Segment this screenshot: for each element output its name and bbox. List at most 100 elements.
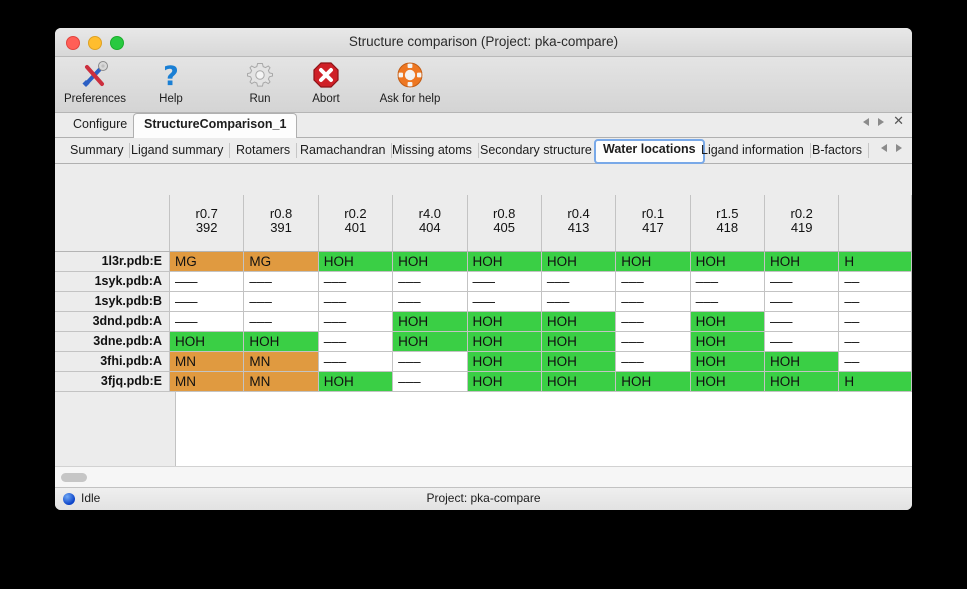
table-cell[interactable]: HOH bbox=[467, 331, 542, 352]
table-cell[interactable]: –– bbox=[838, 351, 912, 372]
tab-configure[interactable]: Configure bbox=[63, 113, 137, 136]
table-cell[interactable]: H bbox=[838, 371, 912, 392]
table-cell[interactable]: ––– bbox=[615, 311, 691, 332]
table-cell[interactable]: –– bbox=[838, 271, 912, 292]
column-header[interactable]: r4.0 404 bbox=[392, 195, 468, 252]
table-cell[interactable]: HOH bbox=[690, 331, 766, 352]
table-cell[interactable]: HOH bbox=[764, 351, 840, 372]
column-header[interactable]: r0.4 413 bbox=[541, 195, 617, 252]
table-cell[interactable]: HOH bbox=[467, 251, 542, 272]
table-cell[interactable]: HOH bbox=[392, 331, 468, 352]
table-row[interactable]: 3dne.pdb:A HOH HOH ––– HOH HOH HOH ––– HOH ––– –– bbox=[55, 331, 912, 352]
table-cell[interactable]: ––– bbox=[764, 331, 840, 352]
table-cell[interactable]: ––– bbox=[467, 291, 542, 312]
table-cell[interactable]: HOH bbox=[690, 371, 766, 392]
run-button[interactable]: Run bbox=[222, 60, 298, 105]
tab-rotamers[interactable]: Rotamers bbox=[229, 141, 298, 160]
table-row[interactable]: 3fhi.pdb:A MN MN ––– ––– HOH HOH ––– HOH HOH –– bbox=[55, 351, 912, 372]
table-cell[interactable]: HOH bbox=[690, 351, 766, 372]
tab-ramachandran[interactable]: Ramachandran bbox=[293, 141, 393, 160]
outer-tab-prev-icon[interactable] bbox=[863, 117, 870, 126]
table-cell[interactable]: ––– bbox=[243, 271, 319, 292]
table-cell[interactable]: ––– bbox=[243, 311, 319, 332]
preferences-button[interactable]: Preferences bbox=[57, 60, 133, 105]
table-cell[interactable]: ––– bbox=[318, 331, 394, 352]
table-cell[interactable]: MN bbox=[243, 371, 319, 392]
row-header-label[interactable]: 3dnd.pdb:A bbox=[55, 311, 170, 332]
row-header-label[interactable]: 1syk.pdb:A bbox=[55, 271, 170, 292]
tab-secondary-structure[interactable]: Secondary structure bbox=[473, 141, 599, 160]
column-header[interactable]: r1.5 418 bbox=[690, 195, 766, 252]
table-cell[interactable]: HOH bbox=[541, 331, 617, 352]
table-cell[interactable]: –– bbox=[838, 291, 912, 312]
maximize-window-button[interactable] bbox=[110, 36, 124, 50]
column-header[interactable]: r0.8 391 bbox=[243, 195, 319, 252]
table-cell[interactable]: MG bbox=[169, 251, 245, 272]
table-cell[interactable]: ––– bbox=[615, 291, 691, 312]
table-cell[interactable]: ––– bbox=[541, 291, 617, 312]
table-cell[interactable]: MN bbox=[169, 371, 245, 392]
close-tab-icon[interactable]: ✕ bbox=[893, 114, 904, 129]
tab-b-factors[interactable]: B-factors bbox=[805, 141, 870, 160]
column-header[interactable]: r0.8 405 bbox=[467, 195, 542, 252]
table-row[interactable]: 1syk.pdb:B ––– ––– ––– ––– ––– ––– ––– ––– ––– –– bbox=[55, 291, 912, 312]
inner-tab-prev-icon[interactable] bbox=[881, 144, 887, 152]
ask-for-help-button[interactable]: Ask for help bbox=[355, 60, 465, 105]
table-cell[interactable]: HOH bbox=[541, 311, 617, 332]
water-locations-table-area[interactable]: r0.7 392 r0.8 391 r0.2 401 r4.0 404 r0.8 405 r0.4 4… bbox=[55, 195, 912, 467]
row-header-label[interactable]: 1l3r.pdb:E bbox=[55, 251, 170, 272]
table-cell[interactable]: HOH bbox=[764, 371, 840, 392]
column-header[interactable]: r0.7 392 bbox=[169, 195, 245, 252]
table-cell[interactable]: ––– bbox=[615, 331, 691, 352]
table-row[interactable]: 1l3r.pdb:E MG MG HOH HOH HOH HOH HOH HOH HOH H bbox=[55, 251, 912, 272]
table-cell[interactable]: ––– bbox=[392, 271, 468, 292]
table-cell[interactable]: ––– bbox=[690, 271, 766, 292]
table-cell[interactable]: HOH bbox=[690, 311, 766, 332]
table-cell[interactable]: ––– bbox=[615, 351, 691, 372]
table-cell[interactable]: HOH bbox=[541, 351, 617, 372]
table-cell[interactable]: ––– bbox=[764, 291, 840, 312]
row-header-label[interactable]: 3fhi.pdb:A bbox=[55, 351, 170, 372]
inner-tab-next-icon[interactable] bbox=[896, 144, 902, 152]
horizontal-scrollbar[interactable] bbox=[55, 466, 912, 488]
table-cell[interactable]: ––– bbox=[764, 271, 840, 292]
table-cell[interactable]: HOH bbox=[318, 251, 394, 272]
minimize-window-button[interactable] bbox=[88, 36, 102, 50]
tab-summary[interactable]: Summary bbox=[63, 141, 131, 160]
table-cell[interactable]: ––– bbox=[318, 311, 394, 332]
table-cell[interactable]: ––– bbox=[690, 291, 766, 312]
column-header[interactable] bbox=[838, 195, 912, 252]
table-cell[interactable]: HOH bbox=[467, 371, 542, 392]
table-cell[interactable]: HOH bbox=[764, 251, 840, 272]
table-cell[interactable]: MG bbox=[243, 251, 319, 272]
table-cell[interactable]: ––– bbox=[169, 271, 245, 292]
row-header-label[interactable]: 1syk.pdb:B bbox=[55, 291, 170, 312]
table-row[interactable]: 1syk.pdb:A ––– ––– ––– ––– ––– ––– ––– ––– ––– –– bbox=[55, 271, 912, 292]
close-window-button[interactable] bbox=[66, 36, 80, 50]
table-cell[interactable]: ––– bbox=[764, 311, 840, 332]
table-cell[interactable]: ––– bbox=[169, 311, 245, 332]
table-cell[interactable]: HOH bbox=[467, 311, 542, 332]
table-cell[interactable]: HOH bbox=[615, 371, 691, 392]
table-cell[interactable]: HOH bbox=[541, 371, 617, 392]
table-cell[interactable]: ––– bbox=[541, 271, 617, 292]
abort-button[interactable]: Abort bbox=[288, 60, 364, 105]
row-header-label[interactable]: 3fjq.pdb:E bbox=[55, 371, 170, 392]
help-button[interactable]: ? Help bbox=[133, 60, 209, 105]
table-cell[interactable]: HOH bbox=[243, 331, 319, 352]
table-cell[interactable]: –– bbox=[838, 331, 912, 352]
table-cell[interactable]: HOH bbox=[541, 251, 617, 272]
tab-missing-atoms[interactable]: Missing atoms bbox=[385, 141, 479, 160]
table-cell[interactable]: ––– bbox=[169, 291, 245, 312]
tab-ligand-summary[interactable]: Ligand summary bbox=[124, 141, 231, 160]
table-row[interactable]: 3dnd.pdb:A ––– ––– ––– HOH HOH HOH ––– HOH ––– –– bbox=[55, 311, 912, 332]
tab-structurecomparison-1[interactable]: StructureComparison_1 bbox=[133, 113, 298, 139]
tab-ligand-information[interactable]: Ligand information bbox=[694, 141, 811, 160]
table-row[interactable]: 3fjq.pdb:E MN MN HOH ––– HOH HOH HOH HOH HOH H bbox=[55, 371, 912, 392]
table-cell[interactable]: ––– bbox=[392, 351, 468, 372]
table-cell[interactable]: HOH bbox=[690, 251, 766, 272]
table-cell[interactable]: ––– bbox=[615, 271, 691, 292]
table-cell[interactable]: ––– bbox=[318, 271, 394, 292]
column-header[interactable]: r0.1 417 bbox=[615, 195, 691, 252]
table-cell[interactable]: HOH bbox=[392, 311, 468, 332]
